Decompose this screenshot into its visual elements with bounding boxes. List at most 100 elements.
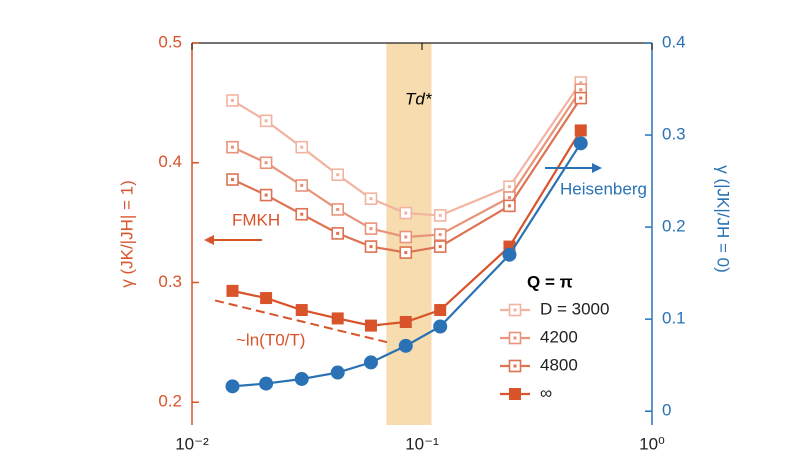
point-dot: [507, 185, 511, 189]
x-tick-label: 10⁻¹: [405, 434, 439, 453]
point-dot: [438, 245, 442, 249]
point-dot: [579, 88, 583, 92]
y2-tick-label: 0.4: [662, 32, 686, 51]
point: [433, 240, 447, 253]
point: [226, 94, 239, 107]
point-dot: [507, 204, 511, 208]
point: [259, 188, 273, 202]
band-label: Td*: [405, 89, 433, 108]
point-dot: [579, 81, 583, 85]
point-dot: [231, 178, 235, 182]
legend-label: ∞: [540, 383, 552, 402]
y2-tick-label: 0.1: [662, 309, 686, 328]
point: [433, 228, 447, 241]
point: [260, 292, 273, 305]
point-dot: [300, 212, 304, 216]
point: [330, 365, 345, 380]
point-dot: [264, 119, 268, 123]
point-dot: [369, 227, 373, 231]
point: [508, 359, 522, 373]
point: [331, 203, 344, 216]
y-tick-label: 0.3: [158, 272, 182, 291]
point: [331, 312, 344, 325]
fmkh-arrowhead: [204, 235, 214, 245]
y2-tick-label: 0: [662, 401, 671, 420]
point-dot: [336, 173, 340, 177]
point: [433, 209, 447, 222]
point: [434, 304, 447, 317]
point-dot: [507, 195, 511, 199]
point: [225, 379, 240, 394]
point: [295, 304, 308, 317]
y-tick-label: 0.5: [158, 32, 182, 51]
point: [502, 247, 517, 262]
heisenberg-arrowhead: [592, 163, 602, 173]
point: [226, 284, 239, 297]
point: [364, 222, 378, 235]
point: [364, 192, 378, 205]
point-dot: [438, 213, 442, 217]
point: [399, 206, 413, 220]
point: [433, 319, 448, 334]
point-dot: [231, 98, 235, 102]
point: [259, 376, 274, 391]
y-tick-label: 0.2: [158, 392, 182, 411]
point: [399, 246, 413, 259]
point: [295, 207, 309, 221]
legend-label: 4200: [540, 327, 578, 346]
y-tick-label: 0.4: [158, 152, 182, 171]
y-axis-label: γ (JK/|JH| = 1): [117, 180, 136, 288]
point: [509, 388, 521, 400]
point-dot: [336, 207, 340, 211]
guide-label: ~ln(T0/T): [236, 330, 305, 349]
point: [573, 136, 588, 151]
point: [363, 355, 378, 370]
legend-label: D = 3000: [540, 299, 609, 318]
x-tick-label: 10⁰: [639, 434, 665, 453]
heisenberg-label: Heisenberg: [560, 179, 647, 198]
point-dot: [404, 251, 408, 255]
point: [503, 199, 516, 213]
point: [364, 319, 377, 332]
point: [508, 303, 522, 317]
point: [574, 91, 588, 105]
point-dot: [513, 364, 517, 368]
point: [331, 168, 344, 182]
point: [398, 338, 413, 353]
point-dot: [369, 245, 373, 249]
point: [259, 156, 273, 170]
point-dot: [369, 197, 373, 201]
main-layer: 0.2 0.3 0.4 0.5 0 0.1 0.2 0.3 0.4 10⁻² 10⁻¹ 10⁰ γ (J…: [117, 32, 732, 453]
point: [294, 371, 309, 386]
point: [259, 114, 273, 128]
legend-title: Q = π: [527, 272, 573, 291]
point-dot: [336, 231, 340, 235]
point-dot: [264, 193, 268, 197]
point: [508, 331, 522, 345]
point: [226, 140, 239, 154]
y2-tick-label: 0.2: [662, 217, 686, 236]
y2-tick-label: 0.3: [662, 125, 686, 144]
point-dot: [438, 233, 442, 237]
x-tick-label: 10⁻²: [175, 434, 209, 453]
point-dot: [300, 145, 304, 149]
point: [399, 230, 413, 244]
point: [331, 227, 344, 240]
guide-line: [214, 299, 389, 344]
point-dot: [300, 184, 304, 188]
legend-label: 4800: [540, 355, 578, 374]
point-dot: [579, 96, 583, 100]
point: [364, 240, 378, 253]
point: [399, 316, 412, 329]
point-dot: [404, 211, 408, 215]
point-dot: [513, 336, 517, 340]
point: [574, 124, 587, 137]
point-dot: [404, 235, 408, 239]
point-dot: [513, 308, 517, 312]
fmkh-label: FMKH: [232, 210, 280, 229]
point-dot: [231, 145, 235, 149]
point: [295, 140, 309, 154]
point-dot: [264, 161, 268, 165]
point: [295, 179, 309, 192]
